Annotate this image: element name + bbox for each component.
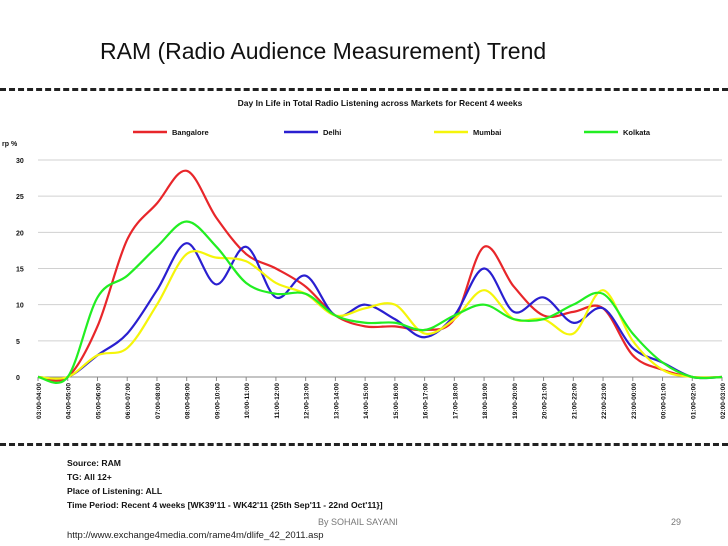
x-tick-label: 16:00-17:00: [423, 383, 430, 419]
y-tick-label: 0: [16, 375, 20, 382]
x-tick-label: 21:00-22:00: [571, 383, 578, 419]
line-chart: Day In Life in Total Radio Listening acr…: [2, 98, 727, 419]
source-url[interactable]: http://www.exchange4media.com/rame4m/dli…: [67, 530, 324, 541]
x-tick-label: 06:00-07:00: [125, 383, 132, 419]
legend-label: Mumbai: [473, 128, 501, 137]
slide-title: RAM (Radio Audience Measurement) Trend: [100, 38, 547, 64]
series-line-mumbai: [37, 250, 723, 380]
x-tick-label: 10:00-11:00: [244, 383, 251, 419]
y-axis-label: rp %: [2, 141, 18, 148]
chart-series: [37, 169, 723, 384]
legend-label: Bangalore: [172, 128, 209, 137]
x-tick-label: 03:00-04:00: [36, 383, 43, 419]
x-tick-label: 23:00-00:00: [631, 383, 638, 419]
x-tick-label: 22:00-23:00: [601, 383, 608, 419]
x-tick-label: 17:00-18:00: [452, 383, 459, 419]
x-tick-label: 00:00-01:00: [661, 383, 668, 419]
note-time-period: Time Period: Recent 4 weeks [WK39'11 - W…: [67, 500, 383, 510]
x-tick-label: 18:00-19:00: [482, 383, 489, 419]
x-tick-label: 14:00-15:00: [363, 383, 370, 419]
y-tick-label: 20: [16, 230, 24, 237]
x-tick-label: 15:00-16:00: [393, 383, 400, 419]
x-tick-label: 01:00-02:00: [690, 383, 697, 419]
y-tick-label: 10: [16, 303, 24, 310]
x-tick-label: 04:00-05:00: [66, 383, 73, 419]
chart-gridlines: [38, 159, 722, 378]
x-tick-label: 02:00-03:00: [720, 383, 727, 419]
note-target-group: TG: All 12+: [67, 472, 112, 482]
x-axis-ticks: 03:00-04:00 04:00-05:00 05:00-06:00 06:00-0…: [36, 377, 727, 419]
chart-legend: Bangalore Delhi Mumbai Kolkata: [133, 128, 651, 137]
y-tick-label: 30: [16, 158, 24, 165]
x-tick-label: 19:00-20:00: [512, 383, 519, 419]
legend-label: Kolkata: [623, 128, 651, 137]
author-credit: By SOHAIL SAYANI: [318, 517, 398, 527]
series-line-bangalore: [37, 169, 723, 382]
y-axis-ticks: 0 5 10 15 20 25 30: [16, 158, 24, 382]
series-line-delhi: [37, 242, 723, 380]
x-tick-label: 09:00-10:00: [214, 383, 221, 419]
x-tick-label: 12:00-13:00: [304, 383, 311, 419]
y-tick-label: 25: [16, 194, 24, 201]
x-tick-label: 08:00-09:00: [185, 383, 192, 419]
x-tick-label: 20:00-21:00: [542, 383, 549, 419]
x-tick-label: 07:00-08:00: [155, 383, 162, 419]
series-line-kolkata: [37, 220, 723, 384]
y-tick-label: 15: [16, 267, 24, 274]
y-tick-label: 5: [16, 339, 20, 346]
x-tick-label: 13:00-14:00: [333, 383, 340, 419]
chart-title: Day In Life in Total Radio Listening acr…: [238, 98, 523, 108]
x-tick-label: 11:00-12:00: [274, 383, 281, 419]
page-number: 29: [671, 517, 682, 527]
legend-label: Delhi: [323, 128, 341, 137]
dashed-divider-bottom: [0, 443, 728, 446]
x-tick-label: 05:00-06:00: [95, 383, 102, 419]
dashed-divider-top: [0, 88, 728, 91]
note-place: Place of Listening: ALL: [67, 486, 163, 496]
note-source: Source: RAM: [67, 458, 121, 468]
